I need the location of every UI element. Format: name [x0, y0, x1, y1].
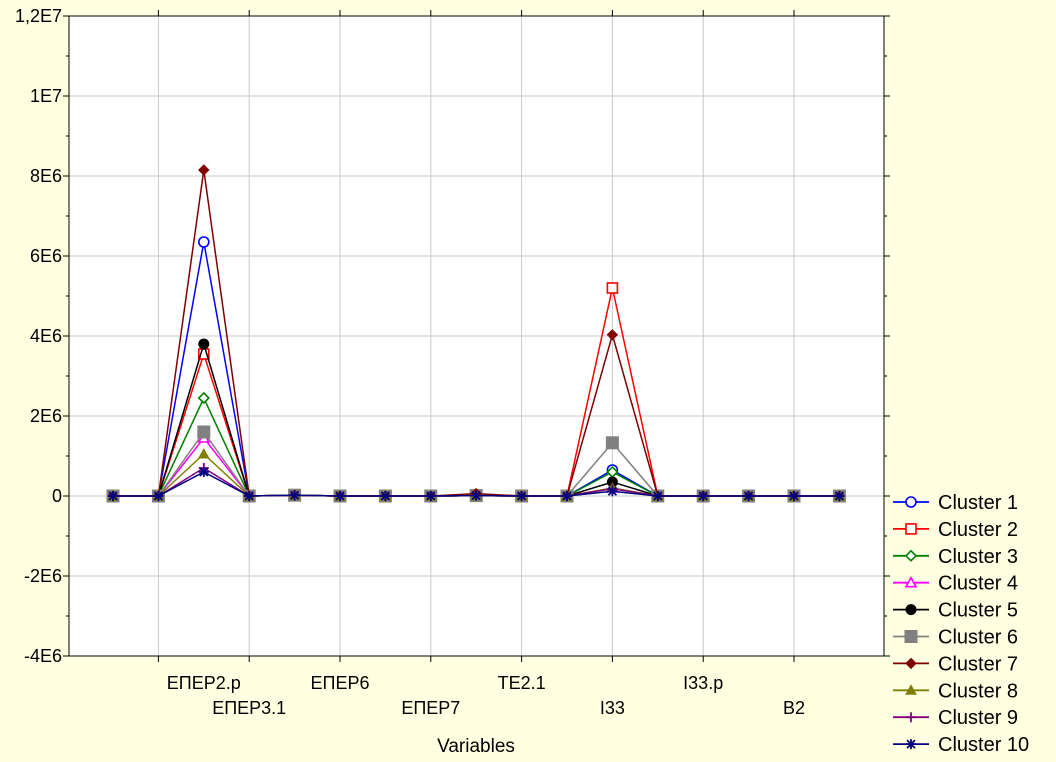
- data-point: [197, 447, 210, 459]
- data-point: [198, 236, 210, 248]
- legend-marker: [904, 549, 918, 562]
- x-tick-label: I33: [600, 698, 625, 718]
- x-tick-label: TE2.1: [498, 673, 546, 693]
- data-point: [197, 425, 211, 439]
- data-point: [606, 282, 619, 294]
- x-axis-title: Variables: [437, 736, 515, 757]
- data-point: [425, 491, 436, 501]
- legend-item: Cluster 2: [893, 519, 1018, 541]
- series-10: [108, 467, 845, 501]
- legend-marker: [905, 496, 917, 508]
- data-point: [562, 491, 572, 501]
- legend-label: Cluster 10: [938, 734, 1029, 756]
- data-point: [652, 491, 663, 501]
- data-point: [198, 338, 210, 350]
- legend-label: Cluster 2: [938, 519, 1018, 541]
- data-point: [606, 329, 619, 341]
- legend-label: Cluster 7: [938, 653, 1018, 675]
- axes: -4E6 -2E6 0 2E6 4E6 6E6 8E6 1E7 1,2E7 ЕПЕР2.р ЕПЕР…: [15, 6, 890, 718]
- data-point: [197, 391, 210, 405]
- legend-item: Cluster 4: [893, 573, 1018, 595]
- legend-item: Cluster 9: [893, 707, 1018, 729]
- data-point: [335, 491, 345, 501]
- y-tick-label: 1E7: [30, 86, 62, 106]
- legend-item: Cluster 7: [893, 653, 1018, 675]
- legend-label: Cluster 4: [938, 573, 1018, 595]
- legend-marker: [906, 712, 916, 723]
- legend-item: Cluster 10: [893, 734, 1029, 756]
- legend-label: Cluster 5: [938, 600, 1018, 622]
- legend-label: Cluster 8: [938, 680, 1018, 702]
- legend-marker: [905, 657, 917, 670]
- y-tick-label: -4E6: [24, 646, 62, 666]
- x-tick-label: ЕПЕР6: [311, 673, 370, 693]
- legend-label: Cluster 6: [938, 627, 1018, 649]
- data-point: [153, 491, 164, 501]
- data-point: [834, 491, 845, 501]
- legend-label: Cluster 9: [938, 707, 1018, 729]
- y-tick-label: 2E6: [30, 406, 62, 426]
- legend-item: Cluster 1: [893, 492, 1018, 514]
- legend-marker: [905, 523, 917, 535]
- y-tick-label: 6E6: [30, 246, 62, 266]
- x-tick-label: B2: [783, 698, 805, 718]
- data-point: [516, 491, 527, 501]
- y-tick-label: -2E6: [24, 566, 62, 586]
- y-tick-label: 1,2E7: [15, 6, 62, 26]
- legend-item: Cluster 8: [893, 680, 1018, 702]
- legend-item: Cluster 6: [893, 627, 1018, 649]
- data-point: [789, 491, 799, 501]
- y-tick-label: 0: [52, 486, 62, 506]
- legend: Cluster 1 Cluster 2 Cluster 3 Cluster 4 Clus…: [893, 492, 1029, 756]
- x-tick-label: ЕПЕР7: [401, 698, 460, 718]
- legend-label: Cluster 1: [938, 492, 1018, 514]
- data-point: [605, 436, 619, 450]
- legend-marker: [905, 684, 917, 695]
- data-point: [244, 491, 255, 501]
- legend-marker: [906, 739, 916, 750]
- x-tick-label: I33.p: [683, 673, 723, 693]
- data-point: [108, 491, 118, 501]
- x-tick-label: ЕПЕР3.1: [212, 698, 286, 718]
- legend-marker: [905, 604, 917, 616]
- y-tick-label: 8E6: [30, 166, 62, 186]
- legend-item: Cluster 3: [893, 546, 1018, 568]
- data-point: [743, 491, 754, 501]
- data-point: [607, 486, 618, 497]
- legend-marker: [904, 576, 918, 588]
- data-point: [471, 490, 482, 501]
- series-group: [106, 164, 846, 503]
- legend-marker: [904, 630, 918, 643]
- data-point: [380, 491, 391, 501]
- x-tick-label: ЕПЕР2.р: [167, 673, 241, 693]
- y-tick-label: 4E6: [30, 326, 62, 346]
- data-point: [198, 164, 210, 176]
- data-point: [698, 491, 709, 501]
- data-point: [198, 467, 209, 477]
- legend-label: Cluster 3: [938, 546, 1018, 568]
- data-point: [289, 490, 300, 501]
- legend-item: Cluster 5: [893, 600, 1018, 622]
